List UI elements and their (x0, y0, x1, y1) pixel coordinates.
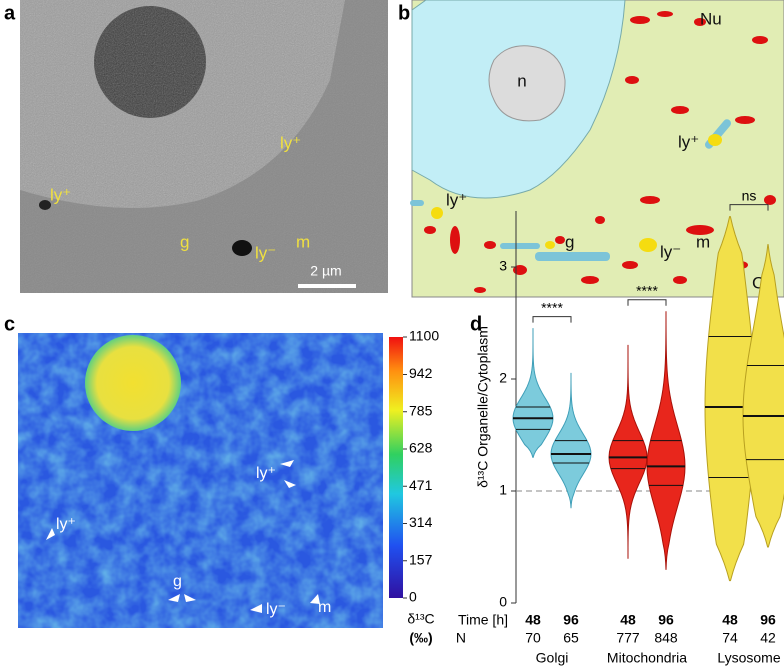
label: ly⁺ (446, 190, 467, 209)
label: ly⁺ (256, 465, 276, 482)
nucleolus (85, 335, 181, 431)
colorbar-tick-label: 942 (409, 365, 433, 381)
y-tick-label: 1 (499, 482, 507, 498)
time-label: 48 (722, 612, 738, 628)
group-label: Mitochondria (607, 650, 687, 666)
colorbar (389, 337, 403, 598)
scale-bar (298, 284, 356, 288)
label: ly⁻ (266, 601, 286, 618)
label: ly⁺ (280, 133, 301, 152)
label: Nu (700, 9, 722, 28)
significance-label: **** (636, 283, 658, 299)
time-label: 96 (760, 612, 776, 628)
isotope-texture (18, 333, 383, 628)
significance-bracket (729, 204, 769, 211)
colorbar-label: δ¹³C (407, 611, 434, 627)
time-label: 48 (525, 612, 541, 628)
time-label: 48 (620, 612, 636, 628)
n-label: 74 (722, 630, 738, 646)
y-tick-label: 2 (499, 370, 507, 386)
lysosomes (431, 134, 722, 252)
panel-letter: a (4, 2, 16, 24)
n-label: 65 (563, 630, 579, 646)
label: m (296, 232, 310, 251)
scale-label: 2 µm (310, 263, 341, 279)
n-label: 42 (760, 630, 776, 646)
panel-c: ly⁺ ly⁺ g ly⁻ m δ¹³C (‰) c (4, 313, 435, 645)
significance-bracket (532, 316, 572, 323)
cytoplasm (20, 0, 388, 293)
violin (608, 345, 648, 559)
n-label: 848 (654, 630, 678, 646)
colorbar-tick-label: 0 (409, 589, 417, 605)
colorbar-unit: (‰) (409, 630, 432, 646)
significance-bracket (627, 299, 667, 306)
nucleolus-texture (94, 6, 206, 118)
panel-letter: c (4, 313, 15, 335)
label: g (173, 573, 182, 590)
lysosome (39, 200, 51, 210)
label: ly⁺ (678, 132, 699, 151)
panel-letter: d (470, 313, 482, 335)
y-tick-label: 3 (499, 258, 507, 274)
panel-d: d 0 1 2 3 δ¹³C Organelle/Cytoplasm Time [h] N G… (456, 187, 784, 666)
colorbar-tick-label: 314 (409, 514, 433, 530)
nucleolus (488, 45, 566, 122)
n-label: 777 (616, 630, 640, 646)
colorbar-tick-label: 157 (409, 551, 433, 567)
label: ly⁺ (50, 185, 71, 204)
violin (512, 328, 554, 458)
n-label: 70 (525, 630, 541, 646)
arrowheads (46, 460, 320, 613)
significance-label: **** (541, 299, 563, 315)
label: n (517, 71, 526, 90)
y-tick-label: 0 (499, 594, 507, 610)
group-label: Golgi (536, 650, 569, 666)
label: ly⁺ (56, 516, 76, 533)
colorbar-tick-label: 1100 (409, 328, 439, 344)
lysosome (232, 240, 252, 256)
panel-a: ly⁺ ly⁺ g ly⁻ m 2 µm a (4, 0, 388, 293)
time-label: 96 (563, 612, 579, 628)
label: m (318, 599, 331, 616)
label: g (180, 232, 189, 251)
colorbar-tick-label: 628 (409, 440, 433, 456)
label: m (696, 232, 710, 251)
panel-letter: b (398, 2, 410, 24)
label: ly⁻ (660, 242, 681, 261)
group-label: Lysosome (717, 650, 781, 666)
colorbar-tick-label: 471 (409, 477, 433, 493)
violin (742, 244, 784, 548)
time-label: 96 (658, 612, 674, 628)
colorbar-tick-label: 785 (409, 402, 433, 418)
row-label: Time [h] (458, 612, 508, 628)
y-axis-label: δ¹³C Organelle/Cytoplasm (475, 326, 491, 488)
label: g (565, 232, 574, 251)
row-label: N (456, 630, 466, 646)
significance-label: ns (742, 187, 757, 203)
label: ly⁻ (255, 243, 276, 262)
